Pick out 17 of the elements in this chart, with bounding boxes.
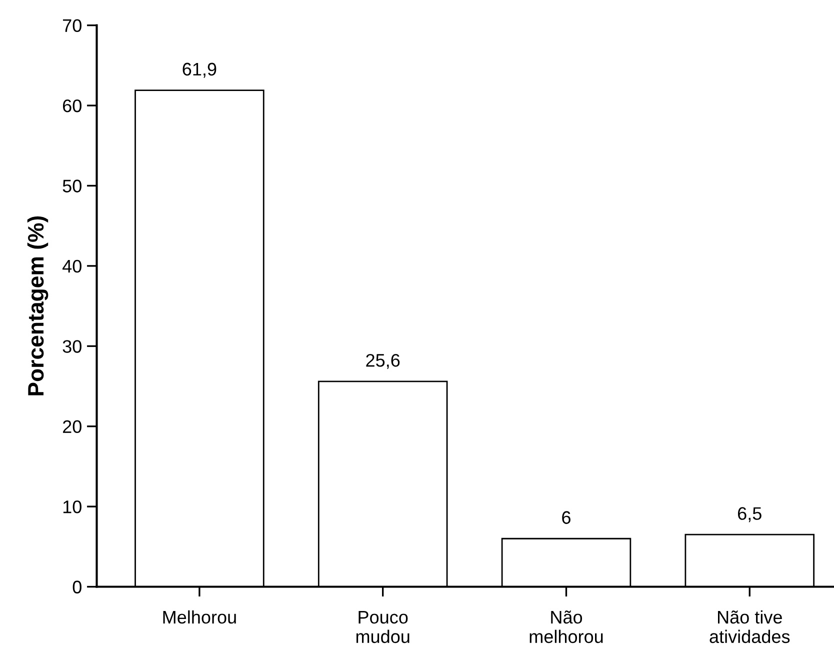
data-label: 25,6 bbox=[366, 354, 400, 369]
x-tick-label: Não tive atividades bbox=[710, 610, 790, 644]
y-tick-label: 0 bbox=[72, 580, 82, 594]
y-tick-label: 50 bbox=[62, 180, 82, 192]
x-tick-label: Não melhorou bbox=[530, 610, 603, 644]
y-tick-label: 70 bbox=[63, 19, 82, 32]
y-tick-label: 30 bbox=[62, 340, 82, 353]
x-tick-label: Pouco mudou bbox=[356, 611, 410, 644]
data-label: 6,5 bbox=[738, 507, 762, 522]
y-axis-title: Porcentagem (%) bbox=[27, 216, 48, 396]
y-tick-label: 40 bbox=[62, 260, 82, 273]
x-tick-label: Melhorou bbox=[163, 610, 236, 624]
data-label: 6 bbox=[562, 511, 570, 524]
y-tick-label: 10 bbox=[63, 500, 82, 514]
y-tick-label: 20 bbox=[62, 420, 82, 434]
y-tick-label: 60 bbox=[62, 99, 82, 112]
data-label: 61,9 bbox=[182, 62, 216, 78]
